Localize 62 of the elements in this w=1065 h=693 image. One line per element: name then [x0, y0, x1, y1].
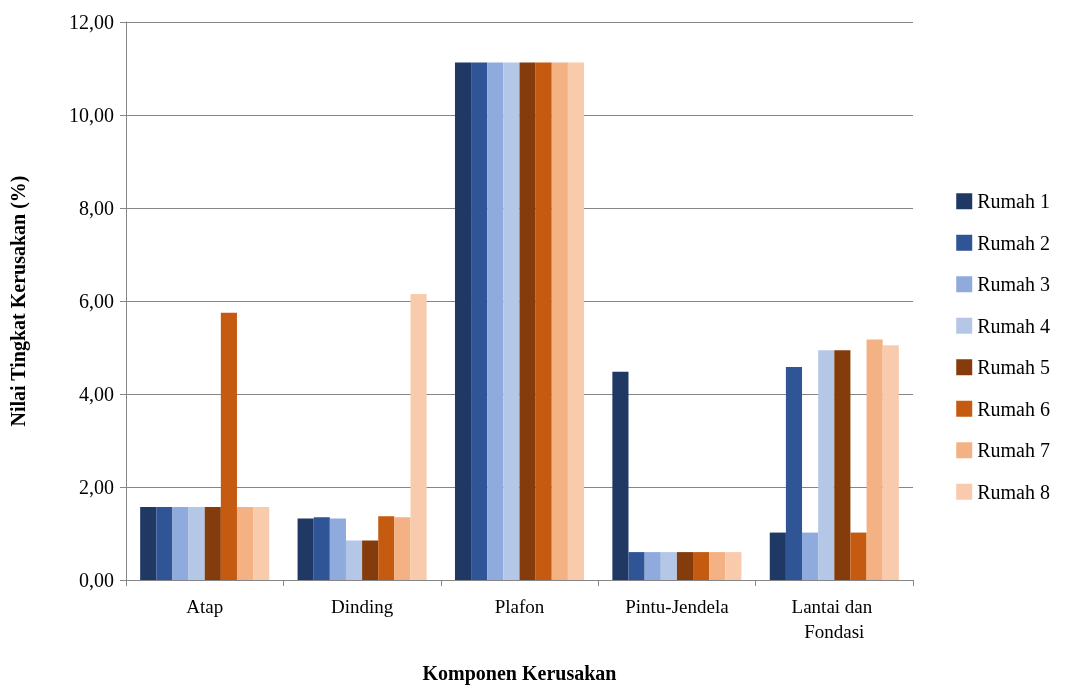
- y-tick-label: 4,00: [79, 383, 114, 405]
- x-tick-label: Lantai dan Fondasi: [791, 596, 878, 642]
- bar: [394, 517, 411, 580]
- x-tick-label: Atap: [186, 596, 224, 617]
- legend-label: Rumah 5: [977, 356, 1051, 379]
- bar: [567, 62, 585, 580]
- bar: [313, 517, 330, 580]
- bar: [345, 540, 363, 580]
- bar: [454, 62, 472, 580]
- bar: [253, 507, 270, 580]
- bar: [882, 345, 899, 580]
- bar: [660, 552, 677, 580]
- bar: [612, 371, 629, 580]
- bar: [709, 552, 726, 580]
- y-tick-label: 6,00: [79, 290, 114, 312]
- bar: [410, 294, 427, 580]
- bar: [519, 62, 536, 580]
- legend-label: Rumah 7: [977, 439, 1051, 462]
- bar: [503, 62, 520, 580]
- bar: [850, 532, 867, 580]
- bar: [725, 552, 742, 580]
- legend-label: Rumah 6: [977, 397, 1051, 420]
- bar: [693, 552, 710, 580]
- y-tick-label: 2,00: [79, 476, 114, 498]
- y-tick-label: 12,00: [69, 11, 114, 33]
- bar: [644, 552, 661, 580]
- bar: [551, 62, 568, 580]
- legend-label: Rumah 2: [977, 231, 1051, 254]
- y-tick-label: 0,00: [79, 569, 114, 591]
- x-tick-label: Pintu-Jendela: [625, 596, 730, 617]
- bar: [535, 62, 552, 580]
- bar: [866, 339, 883, 580]
- bar: [329, 518, 346, 580]
- x-axis-title: Komponen Kerusakan: [422, 662, 617, 685]
- bar: [628, 552, 645, 580]
- bar: [156, 507, 173, 580]
- bar: [818, 350, 835, 580]
- x-tick-label: Plafon: [494, 596, 545, 617]
- bar: [676, 552, 694, 580]
- bar: [802, 532, 819, 580]
- bar: [834, 350, 851, 580]
- bar: [140, 507, 157, 580]
- y-tick-label: 8,00: [79, 197, 114, 219]
- legend-label: Rumah 3: [977, 273, 1051, 296]
- bar: [378, 516, 395, 580]
- bar: [236, 507, 254, 580]
- legend-label: Rumah 4: [977, 314, 1051, 337]
- bar: [769, 532, 786, 580]
- y-tick-label: 10,00: [69, 104, 114, 126]
- x-tick-label: Dinding: [330, 596, 394, 617]
- bar: [220, 312, 237, 580]
- bar: [204, 507, 221, 580]
- legend-label: Rumah 8: [977, 480, 1051, 503]
- bar: [297, 518, 314, 580]
- bar: [188, 507, 205, 580]
- bar: [362, 540, 379, 580]
- bar: [487, 62, 504, 580]
- bar: [785, 367, 803, 580]
- bar: [471, 62, 488, 580]
- bar: [172, 507, 189, 580]
- legend-label: Rumah 1: [977, 190, 1051, 213]
- y-axis-title: Nilai Tingkat Kerusakan (%): [7, 175, 30, 427]
